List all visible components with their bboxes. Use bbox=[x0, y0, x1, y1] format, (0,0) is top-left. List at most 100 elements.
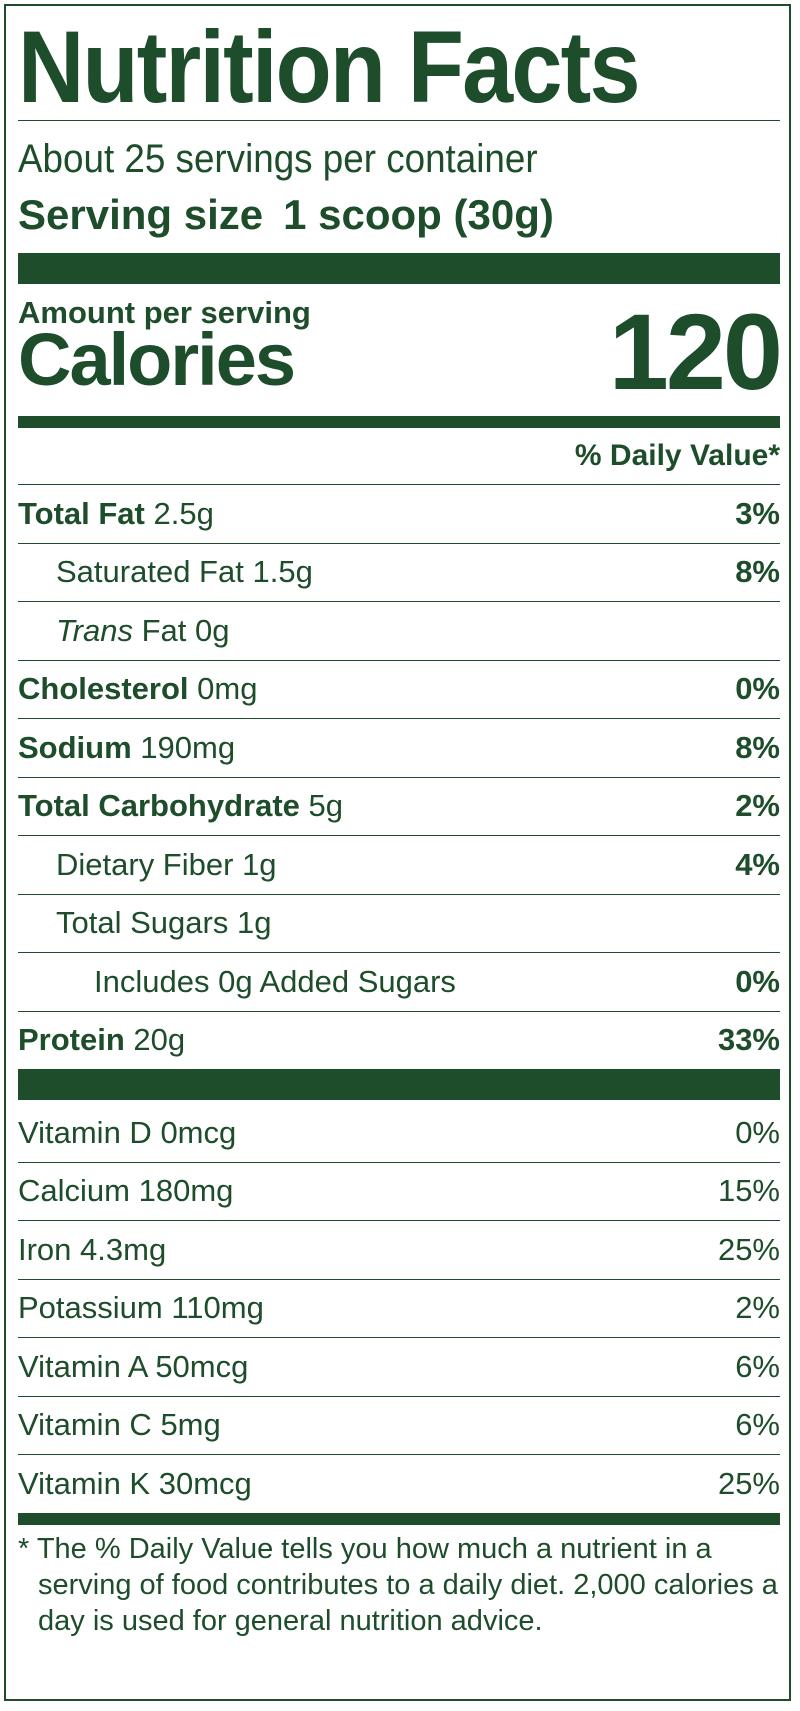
nutrient: Iron 4.3mg bbox=[18, 1232, 166, 1268]
medium-bar bbox=[18, 1512, 780, 1525]
row: Protein 20g 33% bbox=[18, 1012, 780, 1070]
row: Dietary Fiber 1g 4% bbox=[18, 836, 780, 895]
nutrient-name: Protein bbox=[18, 1022, 125, 1058]
nutrient-amount: 180mg bbox=[138, 1173, 234, 1209]
nutrient: Saturated Fat 1.5g bbox=[18, 554, 313, 590]
amount-per-serving: Amount per serving bbox=[18, 295, 311, 330]
nutrient-amount: 5mg bbox=[160, 1407, 221, 1443]
nutrient: Vitamin C 5mg bbox=[18, 1407, 221, 1443]
daily-value: 15% bbox=[717, 1173, 780, 1209]
nutrient-name: Saturated Fat bbox=[56, 554, 244, 590]
nutrient-amount: 0mcg bbox=[160, 1114, 237, 1150]
nutrient: Vitamin A 50mcg bbox=[18, 1349, 248, 1385]
nutrient-name: Includes 0g Added Sugars bbox=[94, 963, 456, 999]
nutrient-amount: 1g bbox=[242, 846, 277, 882]
daily-value: 8% bbox=[735, 729, 780, 765]
nutrient: Calcium 180mg bbox=[18, 1173, 233, 1209]
nutrient: Trans Fat 0g bbox=[18, 613, 229, 649]
serving-size: Serving size 1 scoop (30g) bbox=[18, 187, 780, 243]
nutrient-name: Total Sugars bbox=[56, 905, 229, 941]
nutrient: Protein 20g bbox=[18, 1022, 185, 1058]
row: Total Fat 2.5g 3% bbox=[18, 485, 780, 544]
footnote: * The % Daily Value tells you how much a… bbox=[18, 1532, 778, 1637]
daily-value: 0% bbox=[735, 963, 780, 999]
medium-bar bbox=[18, 416, 780, 428]
row: Vitamin K 30mcg 25% bbox=[18, 1455, 780, 1513]
calories-row: Calories 120 bbox=[18, 298, 783, 406]
row: Trans Fat 0g bbox=[18, 602, 780, 661]
nutrient: Sodium 190mg bbox=[18, 730, 235, 766]
calories-value: 120 bbox=[608, 291, 783, 412]
row: Vitamin D 0mcg 0% bbox=[18, 1104, 780, 1163]
daily-value: 33% bbox=[717, 1022, 780, 1058]
nutrient-amount: 4.3mg bbox=[80, 1231, 167, 1267]
nutrient-name: Calcium bbox=[18, 1173, 130, 1209]
daily-value: 4% bbox=[735, 846, 780, 882]
daily-value: 0% bbox=[735, 671, 780, 707]
nutrition-label bbox=[4, 4, 791, 1701]
nutrient-amount: 5g bbox=[308, 788, 344, 824]
row: Sodium 190mg 8% bbox=[18, 719, 780, 778]
daily-value: 6% bbox=[735, 1407, 780, 1443]
row: Includes 0g Added Sugars 0% bbox=[18, 953, 780, 1012]
serving-size-label: Serving size bbox=[18, 191, 264, 238]
nutrient-name: Dietary Fiber bbox=[56, 846, 234, 882]
nutrient: Vitamin K 30mcg bbox=[18, 1466, 252, 1502]
nutrient-name: Fat bbox=[141, 612, 187, 648]
divider bbox=[18, 120, 780, 121]
daily-value: 2% bbox=[735, 1290, 780, 1326]
nutrient: Potassium 110mg bbox=[18, 1290, 264, 1326]
row: Potassium 110mg 2% bbox=[18, 1280, 780, 1338]
row: Total Sugars 1g bbox=[18, 895, 780, 953]
row: Vitamin A 50mcg 6% bbox=[18, 1338, 780, 1397]
nutrient-list: Total Fat 2.5g 3% Saturated Fat 1.5g 8% Tran… bbox=[18, 485, 780, 1069]
daily-value: 25% bbox=[717, 1231, 780, 1267]
nutrient-name: Vitamin A bbox=[18, 1348, 147, 1384]
nutrient-amount: 50mcg bbox=[155, 1348, 249, 1384]
nutrient: Includes 0g Added Sugars bbox=[18, 964, 456, 1000]
nutrient-amount: 2.5g bbox=[153, 495, 214, 531]
calories-label: Calories bbox=[18, 318, 296, 401]
nutrient-name: Vitamin C bbox=[18, 1407, 152, 1443]
nutrient-name: Total Carbohydrate bbox=[18, 788, 300, 824]
nutrient-amount: 20g bbox=[133, 1022, 186, 1058]
row: Calcium 180mg 15% bbox=[18, 1163, 780, 1221]
nutrient-amount: 190mg bbox=[140, 729, 236, 765]
nutrient: Vitamin D 0mcg bbox=[18, 1115, 236, 1151]
nutrient-name: Cholesterol bbox=[18, 671, 189, 707]
title: Nutrition Facts bbox=[18, 10, 641, 124]
daily-value-header: % Daily Value* bbox=[18, 428, 780, 485]
nutrient: Total Fat 2.5g bbox=[18, 496, 214, 532]
nutrient: Dietary Fiber 1g bbox=[18, 847, 277, 883]
servings: About 25 servings per container bbox=[18, 137, 538, 181]
daily-value: 0% bbox=[735, 1114, 780, 1150]
row: Iron 4.3mg 25% bbox=[18, 1221, 780, 1280]
daily-value: 2% bbox=[735, 788, 780, 824]
nutrient-amount: 110mg bbox=[171, 1290, 264, 1326]
nutrient-amount: 1.5g bbox=[252, 554, 313, 590]
nutrient: Total Carbohydrate 5g bbox=[18, 788, 343, 824]
daily-value: 3% bbox=[735, 495, 780, 531]
nutrient-amount: 0g bbox=[195, 612, 230, 648]
nutrient-name-italic: Trans bbox=[56, 612, 133, 648]
row: Total Carbohydrate 5g 2% bbox=[18, 778, 780, 836]
nutrient-name: Total Fat bbox=[18, 495, 145, 531]
daily-value: 25% bbox=[717, 1465, 780, 1501]
thick-bar bbox=[18, 1069, 780, 1100]
nutrient-name: Vitamin D bbox=[18, 1114, 152, 1150]
nutrient-name: Potassium bbox=[18, 1290, 163, 1326]
nutrient: Total Sugars 1g bbox=[18, 905, 271, 941]
label-content: Nutrition Facts About 25 servings per co… bbox=[18, 10, 783, 1639]
serving-size-value: 1 scoop (30g) bbox=[283, 191, 554, 238]
nutrient-name: Iron bbox=[18, 1231, 72, 1267]
nutrient-amount: 0mg bbox=[197, 671, 258, 707]
nutrient-amount: 1g bbox=[236, 905, 272, 941]
daily-value: 6% bbox=[735, 1348, 780, 1384]
thick-bar bbox=[18, 253, 780, 284]
row: Cholesterol 0mg 0% bbox=[18, 661, 780, 719]
vitamin-list: Vitamin D 0mcg 0% Calcium 180mg 15% Iron 4.3… bbox=[18, 1104, 780, 1513]
nutrient: Cholesterol 0mg bbox=[18, 671, 257, 707]
row: Vitamin C 5mg 6% bbox=[18, 1397, 780, 1455]
daily-value: 8% bbox=[735, 554, 780, 590]
nutrient-amount: 30mcg bbox=[158, 1465, 252, 1501]
